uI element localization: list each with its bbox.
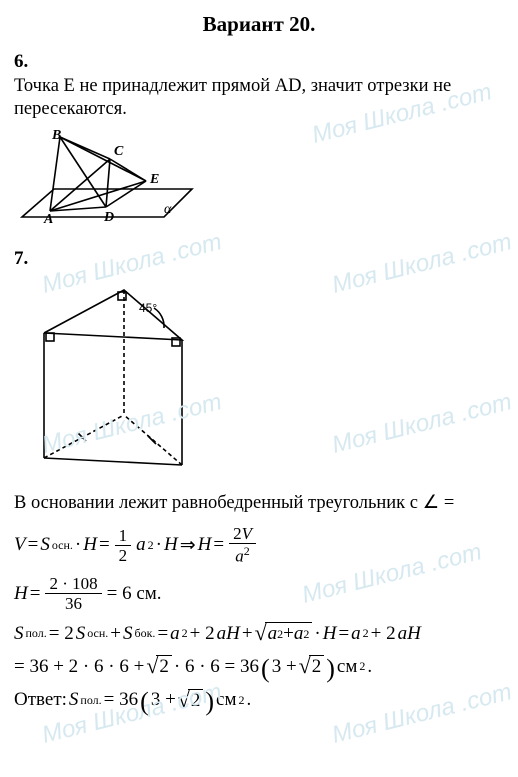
label-alpha: α	[164, 202, 172, 217]
problem-6-text: Точка Е не принадлежит прямой AD, значит…	[14, 75, 504, 121]
variant-title: Вариант 20.	[14, 12, 504, 37]
label-B: B	[51, 129, 61, 143]
angle-45-label: 45°	[139, 301, 157, 315]
problem-7-figure: 45°	[14, 278, 504, 478]
label-D: D	[103, 210, 114, 225]
label-C: C	[114, 144, 124, 159]
label-E: E	[149, 172, 159, 187]
equation-2: H = 2 · 10836 = 6 см.	[14, 575, 504, 612]
answer-line: Ответ: Sпол. = 36 ( 3 + √2 ) см2.	[14, 688, 504, 711]
problem-6-figure: A B C D E α	[14, 129, 504, 234]
problem-7-intro: В основании лежит равнобедренный треугол…	[14, 492, 504, 515]
problem-6-number: 6.	[14, 51, 504, 73]
problem-7-number: 7.	[14, 248, 504, 270]
equation-4: = 36 + 2 · 6 · 6 + √2 · 6 · 6 = 36 ( 3 +…	[14, 655, 504, 678]
label-A: A	[43, 212, 53, 227]
equation-3: Sпол. = 2Sосн. + Sбок. = a2 + 2aH + √ a2…	[14, 622, 504, 645]
equation-1: V = Sосн. · H = 12 a2 · H ⇒ H = 2V a2	[14, 525, 504, 565]
